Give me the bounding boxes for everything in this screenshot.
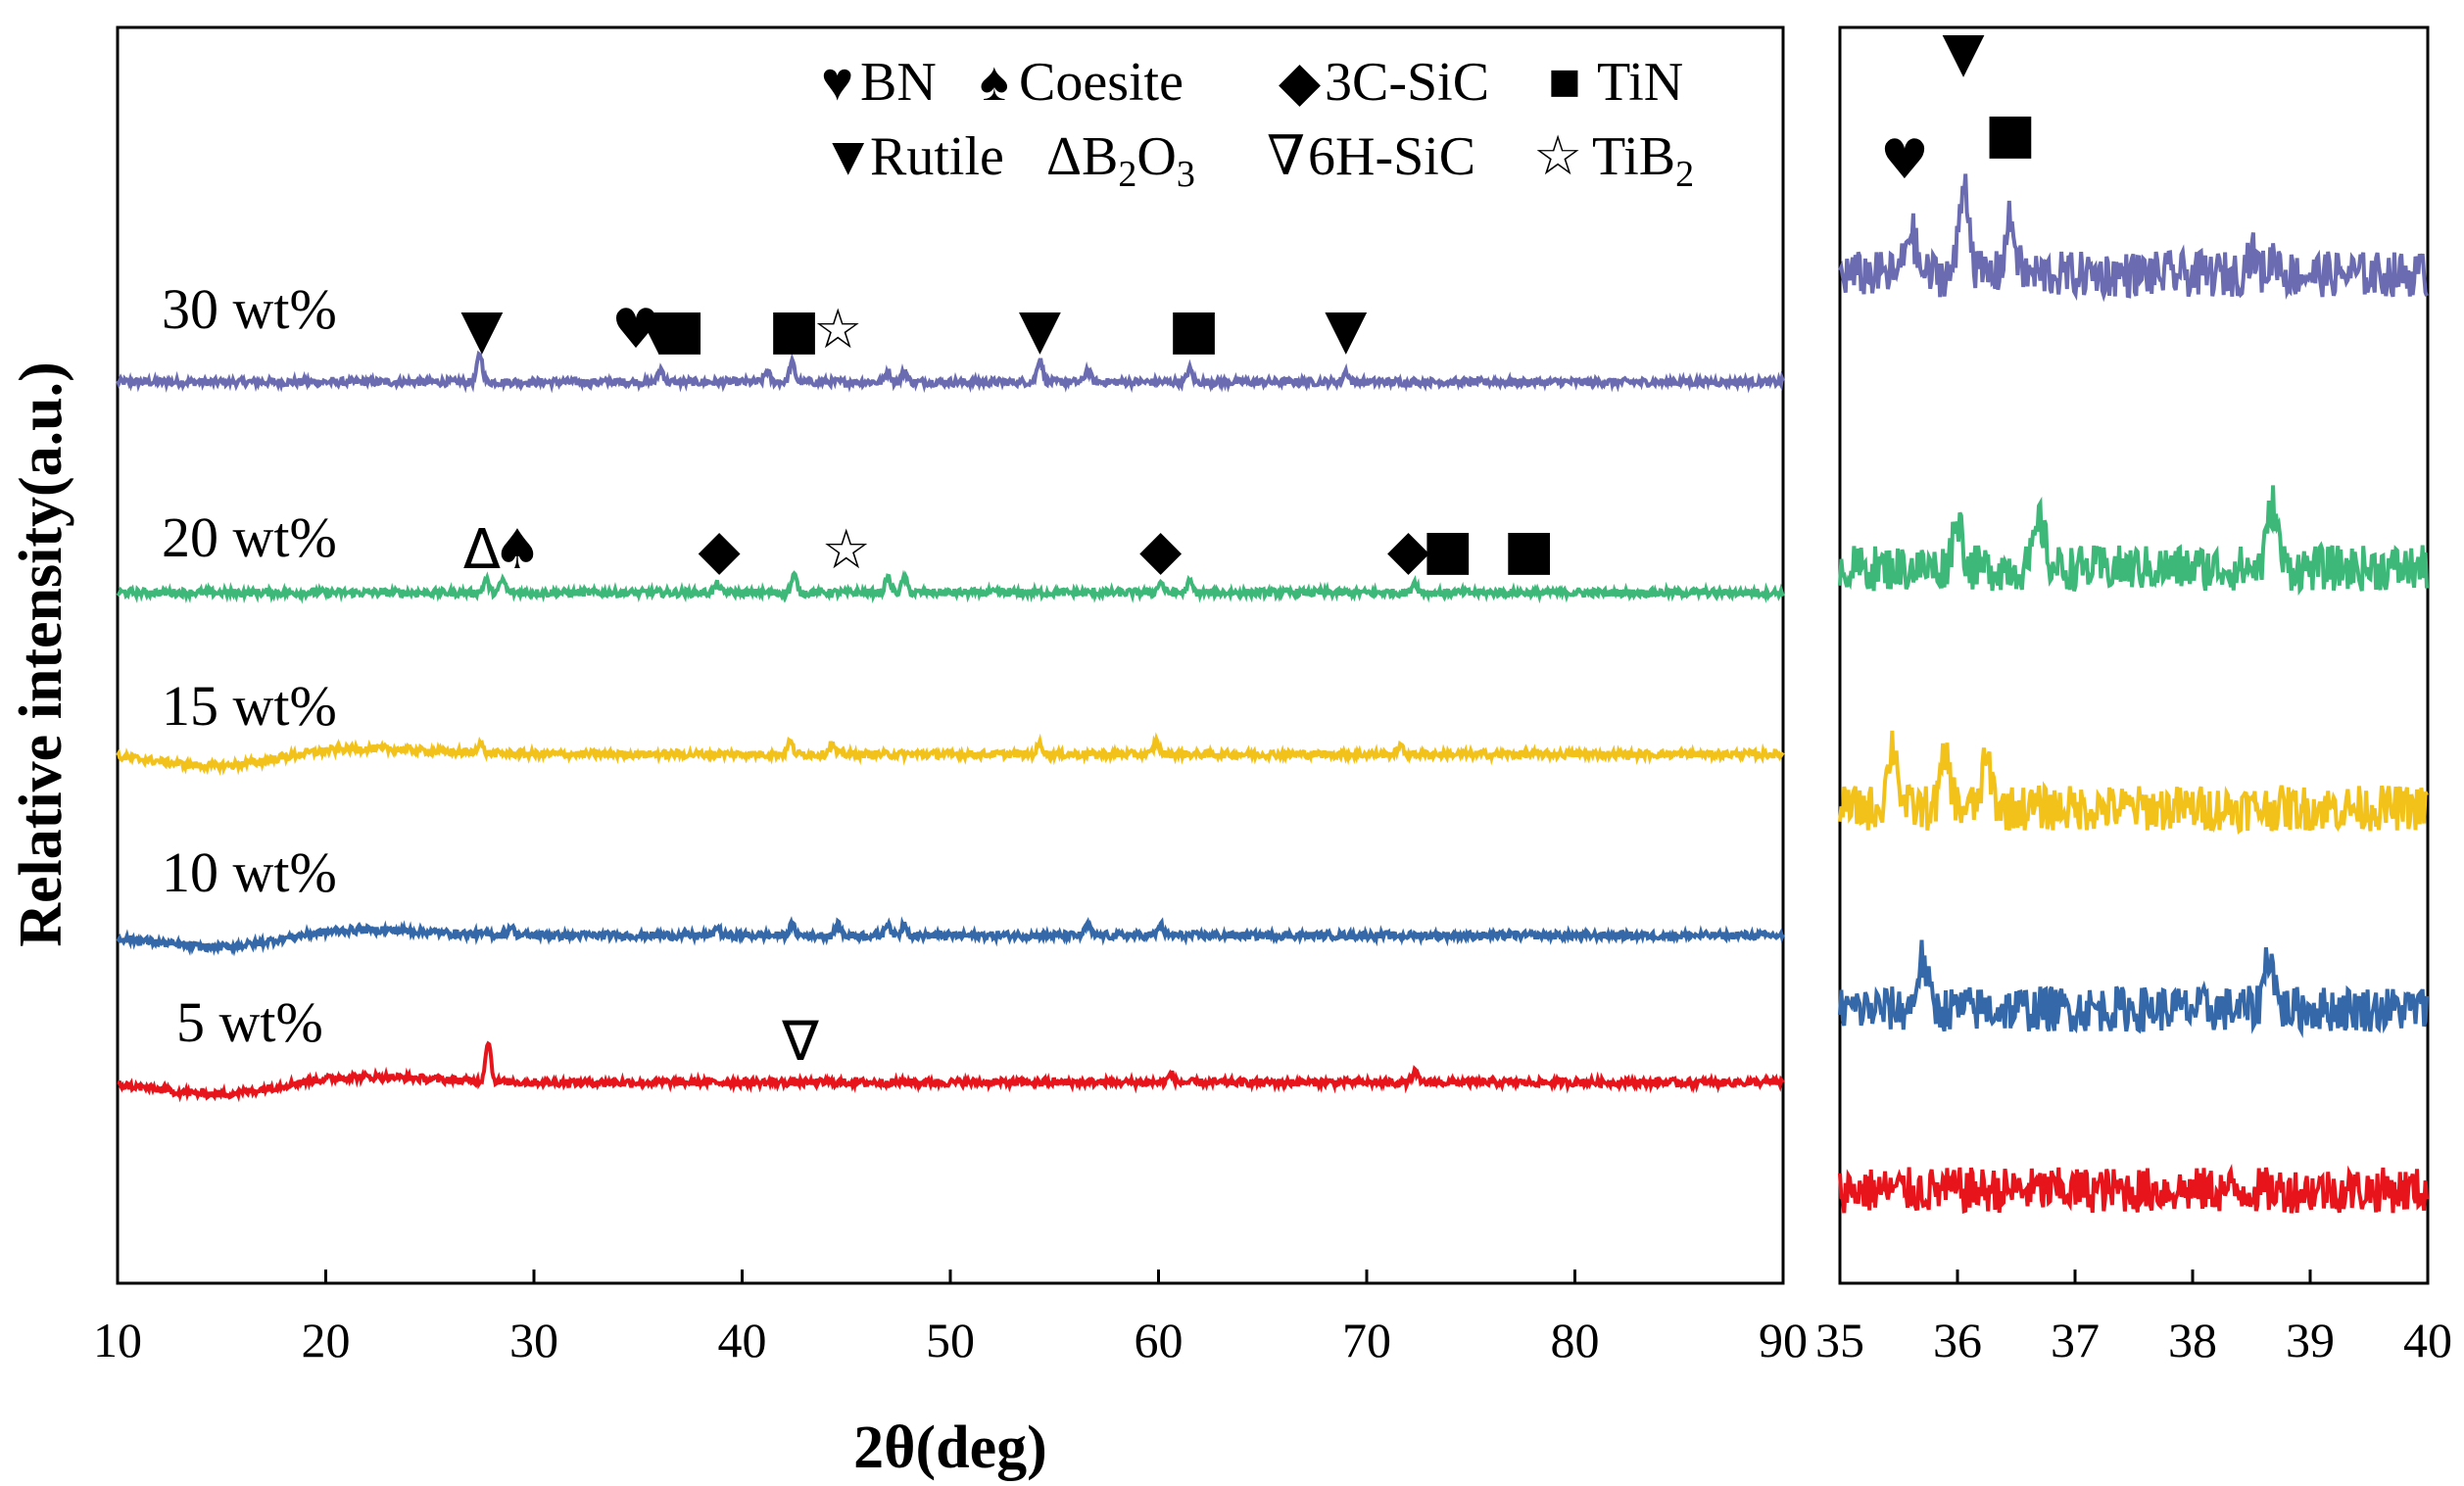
phase-marker: ▼ xyxy=(1325,298,1367,361)
inset-x-tick-label: 38 xyxy=(2168,1313,2217,1367)
inset-x-tick-label: 36 xyxy=(1933,1313,1982,1367)
y-axis-title: Relative intensity(a.u.) xyxy=(8,361,74,947)
x-tick-label: 20 xyxy=(302,1313,351,1367)
legend-label-3c-sic: 3C-SiC xyxy=(1325,52,1489,113)
inset-x-axis: 35 36 37 38 39 40 xyxy=(1815,1270,2452,1367)
x-axis-title: 2θ(deg) xyxy=(853,1414,1047,1481)
main-traces xyxy=(116,350,1785,1103)
legend-symbol-tin: ■ xyxy=(1548,52,1581,113)
phase-marker: ∇ xyxy=(781,1010,819,1074)
inset-trace-5wt xyxy=(1838,1164,2429,1215)
trace-20wt xyxy=(116,569,1785,604)
inset-x-tick-label: 35 xyxy=(1815,1313,1864,1367)
x-tick-label: 70 xyxy=(1342,1313,1391,1367)
legend-symbol-bn: ♥ xyxy=(821,52,853,113)
inset-plot-frame xyxy=(1838,25,2430,1285)
phase-marker: ◆ xyxy=(1139,518,1182,582)
legend-label-rutile: Rutile xyxy=(870,126,1004,187)
sample-label: 30 wt% xyxy=(162,277,337,341)
legend-label-tin: TiN xyxy=(1597,52,1683,113)
sample-labels: 30 wt% 20 wt% 15 wt% 10 wt% 5 wt% xyxy=(162,277,337,1054)
phase-marker: Δ xyxy=(463,518,501,582)
phase-marker: ■ xyxy=(1503,518,1555,582)
sample-label: 15 wt% xyxy=(162,674,337,738)
legend: ♥ BN ♠ Coesite ◆ 3C-SiC ■ TiN ▼ Rutile Δ… xyxy=(821,52,1694,195)
x-tick-label: 60 xyxy=(1135,1313,1184,1367)
main-x-axis: 10 20 30 40 50 60 70 80 90 xyxy=(93,1270,1808,1367)
x-tick-label: 30 xyxy=(509,1313,558,1367)
trace-5wt xyxy=(117,1040,1785,1103)
phase-marker: ■ xyxy=(1168,298,1220,361)
x-tick-label: 50 xyxy=(926,1313,975,1367)
legend-label-6h-sic: 6H-SiC xyxy=(1308,126,1475,187)
phase-markers: ▼ ♥▼■ ■☆ ▼ ■ ▼Δ♠ ◆ ☆ ◆ ◆■ ■∇♥▼■ xyxy=(460,21,2036,1074)
phase-marker: ☆ xyxy=(822,518,871,582)
inset-x-tick-label: 37 xyxy=(2051,1313,2100,1367)
phase-marker: ▼ xyxy=(638,298,680,361)
legend-symbol-rutile: ▼ xyxy=(821,126,875,187)
phase-marker: ■ xyxy=(1422,518,1474,582)
phase-marker: ▼ xyxy=(1019,298,1061,361)
inset-trace-20wt xyxy=(1838,485,2429,597)
trace-15wt xyxy=(116,732,1785,776)
phase-marker: ♥ xyxy=(611,298,660,361)
inset-x-tick-label: 40 xyxy=(2403,1313,2452,1367)
phase-marker: ♠ xyxy=(493,518,542,582)
phase-marker: ☆ xyxy=(813,298,862,361)
legend-label-coesite: Coesite xyxy=(1019,52,1184,113)
inset-phase-marker: ▼ xyxy=(1942,21,1984,84)
trace-10wt xyxy=(116,916,1785,957)
phase-marker: ◆ xyxy=(1387,518,1429,582)
inset-x-tick-label: 39 xyxy=(2286,1313,2335,1367)
inset-phase-marker: ■ xyxy=(1985,102,2037,166)
x-tick-label: 10 xyxy=(93,1313,142,1367)
phase-marker: ▼ xyxy=(460,298,503,361)
inset-phase-marker: ♥ xyxy=(1880,128,1929,192)
inset-traces xyxy=(1838,173,2429,1215)
legend-label-bn: BN xyxy=(860,52,937,113)
phase-marker: ◆ xyxy=(699,518,741,582)
legend-label-b2o3: ΔB2O3 xyxy=(1046,126,1195,195)
inset-trace-10wt xyxy=(1838,939,2429,1038)
legend-label-tib2: TiB2 xyxy=(1592,126,1694,195)
legend-symbol-coesite: ♠ xyxy=(980,52,1009,113)
legend-symbol-b2o3: Δ xyxy=(1046,126,1082,187)
sample-label: 5 wt% xyxy=(176,990,323,1054)
x-tick-label: 80 xyxy=(1551,1313,1600,1367)
main-plot-frame xyxy=(116,25,1785,1285)
trace-30wt xyxy=(116,350,1785,394)
phase-marker: ■ xyxy=(653,298,705,361)
x-tick-label: 90 xyxy=(1759,1313,1808,1367)
x-tick-label: 40 xyxy=(718,1313,767,1367)
inset-trace-15wt xyxy=(1838,730,2429,835)
legend-symbol-6h-sic: ∇ xyxy=(1267,126,1305,187)
phase-marker: ■ xyxy=(768,298,820,361)
inset-trace-30wt xyxy=(1838,173,2429,303)
sample-label: 10 wt% xyxy=(162,840,337,904)
sample-label: 20 wt% xyxy=(162,505,337,569)
legend-symbol-tib2: ☆ xyxy=(1533,126,1582,187)
legend-symbol-3c-sic: ◆ xyxy=(1279,52,1321,113)
